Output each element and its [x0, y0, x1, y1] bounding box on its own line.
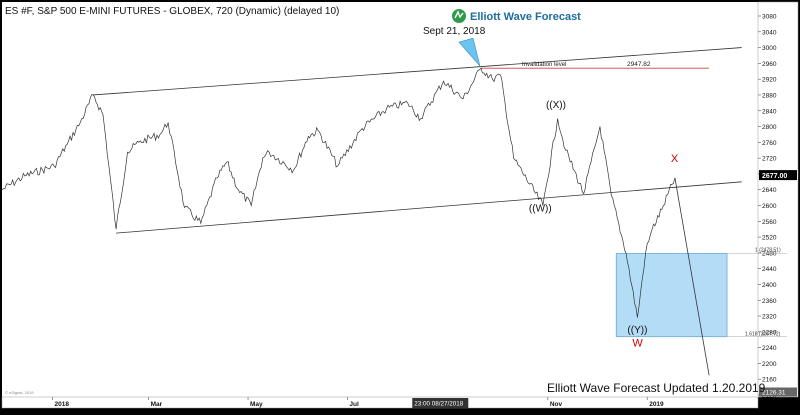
x-tick-label: Jul: [349, 401, 359, 408]
wave-ww-label: ((W)): [529, 203, 552, 214]
y-tick-label: 2720: [762, 156, 777, 163]
peak-date-label: Sept 21, 2018: [423, 26, 486, 37]
fib-level-1618-label: 1.618 (2267.72): [745, 332, 781, 338]
target-zone-box: [615, 253, 728, 338]
axis-min-label: 2126.31: [762, 390, 786, 397]
y-tick-label: 3040: [762, 29, 777, 36]
update-caption: Elliott Wave Forecast Updated 1.20.2019: [547, 381, 766, 395]
x-tick-label: Nov: [550, 401, 563, 408]
x-tick-label: Mar: [151, 401, 163, 408]
y-tick-label: 2560: [762, 219, 777, 226]
x-axis: 2018 Mar May Jul Nov 2019 23:00 08/27/2018: [52, 397, 664, 408]
y-tick-label: 2520: [762, 235, 777, 242]
fib-level-1-label: 1 (2478.51): [755, 247, 781, 253]
last-price-label: 2677.00: [762, 173, 787, 180]
channel-lower-line: [116, 181, 742, 234]
peak-arrow-icon: [458, 37, 481, 67]
y-tick-label: 2880: [762, 92, 777, 99]
y-tick-label: 2840: [762, 108, 777, 115]
y-axis: 2120216022002240228023202360240024402480…: [758, 14, 797, 400]
cursor-date-label: 23:00 08/27/2018: [414, 401, 464, 408]
target-zone: 1 (2478.51) 1.618 (2267.72): [615, 247, 788, 338]
y-tick-label: 2400: [762, 282, 777, 289]
cursor-date-box: [412, 398, 469, 408]
wave-xx-label: ((X)): [546, 100, 566, 111]
time-axis-panel: [1, 396, 759, 409]
price-line: [1, 67, 676, 318]
price-series: [1, 67, 676, 318]
y-tick-label: 2920: [762, 77, 777, 84]
y-tick-label: 2240: [762, 345, 777, 352]
logo-wave-icon: [454, 10, 464, 19]
axis-min-box: [759, 387, 797, 397]
y-tick-label: 2480: [762, 250, 777, 257]
y-tick-label: 2600: [762, 203, 777, 210]
brand-name: Elliott Wave Forecast: [470, 11, 581, 23]
x-tick-label: May: [250, 401, 263, 408]
y-tick-label: 2200: [762, 361, 777, 368]
y-tick-label: 2640: [762, 187, 777, 194]
wave-labels: Sept 21, 2018 ((X)) ((W)) ((Y)) X W: [423, 26, 679, 349]
y-tick-label: 2800: [762, 124, 777, 131]
wave-w-label: W: [632, 338, 643, 350]
y-tick-label: 2960: [762, 61, 777, 68]
last-price-box: [759, 170, 797, 181]
y-tick-label: 2160: [762, 377, 777, 384]
y-tick-label: 2760: [762, 140, 777, 147]
price-axis-panel: [757, 1, 799, 398]
y-tick-label: 3080: [762, 14, 777, 21]
x-tick-label: 2019: [649, 401, 664, 408]
x-tick-label: 2018: [55, 401, 70, 408]
invalidation-value: 2947.82: [627, 61, 651, 68]
y-tick-label: 2360: [762, 298, 777, 305]
invalidation-label: Invalidation level: [522, 62, 566, 68]
copyright-text: © eSignal, 2019: [5, 390, 34, 395]
y-tick-label: 2440: [762, 266, 777, 273]
brand-logo: Elliott Wave Forecast: [452, 9, 581, 23]
wave-x-label: X: [671, 153, 679, 165]
channel-upper-line: [93, 47, 742, 96]
y-tick-label: 3000: [762, 45, 777, 52]
trend-lines: Invalidation level 2947.82: [93, 47, 742, 376]
y-tick-label: 2280: [762, 329, 777, 336]
y-tick-label: 2320: [762, 314, 777, 321]
chart-title: ES #F, S&P 500 E-MINI FUTURES - GLOBEX, …: [5, 6, 339, 17]
wave-yy-label: ((Y)): [627, 325, 647, 336]
projection-line: [674, 177, 710, 376]
